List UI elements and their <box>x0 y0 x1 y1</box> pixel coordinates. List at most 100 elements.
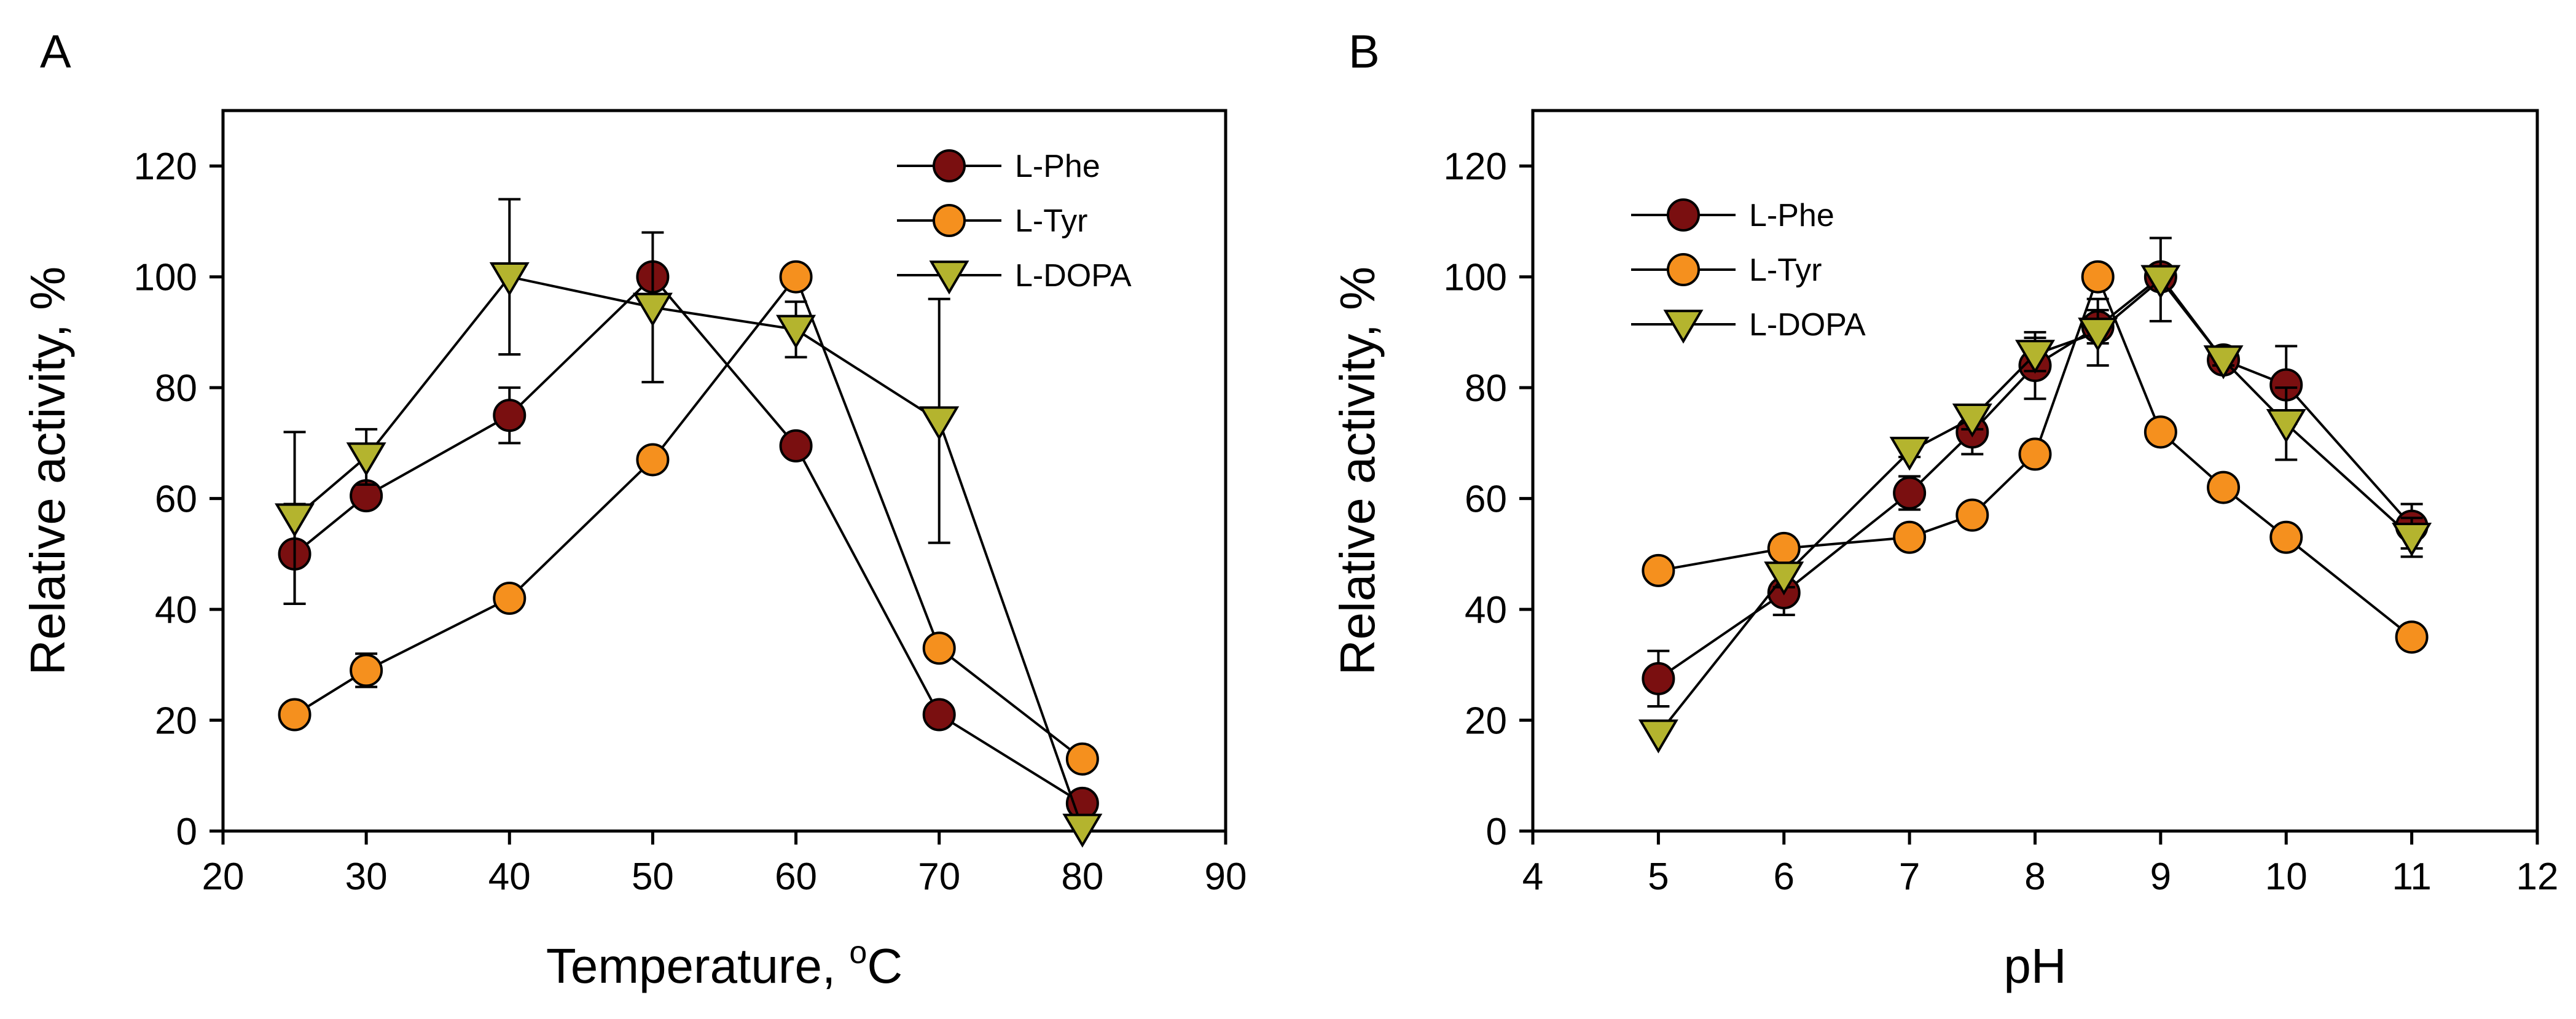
data-point <box>2203 345 2244 380</box>
legend-marker <box>1667 253 1700 286</box>
data-point <box>489 262 530 297</box>
legend-label: L-Phe <box>1749 198 1834 233</box>
panel-label: B <box>1349 26 1380 78</box>
data-point <box>779 260 813 294</box>
y-tick-label: 60 <box>1465 478 1507 521</box>
data-point <box>919 406 960 440</box>
legend-marker <box>1667 198 1700 232</box>
data-point <box>1893 520 1927 554</box>
y-tick-label: 20 <box>155 700 197 743</box>
data-point <box>776 314 816 349</box>
legend-marker <box>933 149 966 182</box>
data-point <box>1642 553 1675 587</box>
legend-marker <box>929 260 969 295</box>
x-tick-label: 6 <box>1774 856 1795 898</box>
y-tick-label: 20 <box>1465 700 1507 743</box>
x-tick-label: 4 <box>1522 856 1543 898</box>
data-point <box>1638 719 1678 754</box>
series-l-phe <box>278 260 1099 820</box>
series-line <box>1658 273 2413 638</box>
data-point <box>2269 520 2303 554</box>
x-tick-label: 70 <box>918 856 960 898</box>
series-l-dopa <box>275 198 1103 848</box>
series-l-tyr <box>278 260 1099 776</box>
y-axis-label: Relative activity, % <box>20 267 75 675</box>
x-tick-label: 11 <box>2392 856 2431 898</box>
y-tick-label: 60 <box>155 478 197 521</box>
data-point <box>2395 620 2429 654</box>
data-point <box>2015 340 2055 374</box>
x-axis-label: Temperature, oC <box>546 935 902 993</box>
y-tick-label: 0 <box>176 811 197 853</box>
y-tick-label: 80 <box>1465 367 1507 410</box>
x-axis-label-text: pH <box>2003 939 2066 993</box>
x-tick-label: 5 <box>1648 856 1669 898</box>
data-point <box>2266 409 2306 443</box>
x-axis-label: pH <box>2003 939 2066 993</box>
plot-frame <box>221 109 1227 833</box>
x-tick-label: 20 <box>202 856 245 898</box>
x-tick-label: 10 <box>2265 856 2308 898</box>
data-point <box>2392 523 2432 557</box>
data-point <box>1642 662 1675 695</box>
legend: L-Phe L-Tyr L-DOPA <box>1631 198 1866 344</box>
x-tick-label: 90 <box>1205 856 1247 898</box>
data-point <box>779 429 813 463</box>
data-point <box>2207 470 2241 504</box>
data-point <box>632 292 673 327</box>
legend-label: L-Tyr <box>1749 252 1822 288</box>
data-point <box>2140 265 2181 299</box>
legend-label: L-DOPA <box>1015 258 1132 294</box>
series-line <box>294 274 1084 760</box>
x-axis-label-superscript: o <box>849 935 867 970</box>
data-point <box>1893 476 1927 510</box>
x-tick-label: 60 <box>775 856 817 898</box>
series-l-tyr <box>1642 260 2429 654</box>
x-tick-label: 80 <box>1061 856 1103 898</box>
legend-marker <box>1663 310 1704 344</box>
data-point <box>1767 531 1801 565</box>
data-point <box>2078 318 2118 352</box>
legend-label: L-Phe <box>1015 149 1100 184</box>
data-point <box>636 443 670 477</box>
data-point <box>1764 561 1804 596</box>
panel-a: A20 30 40 50 60 70 80 90020406080100120Temperat… <box>20 26 1247 993</box>
series-l-dopa <box>1638 236 2432 754</box>
y-tick-label: 100 <box>134 257 197 299</box>
data-point <box>1062 813 1103 848</box>
data-point <box>922 698 956 732</box>
series-line <box>294 275 1084 829</box>
x-tick-label: 50 <box>632 856 674 898</box>
y-tick-label: 40 <box>155 589 197 631</box>
x-tick-label: 12 <box>2516 856 2559 898</box>
data-point <box>493 582 527 615</box>
data-point <box>1955 498 1989 532</box>
data-point <box>2018 437 2052 471</box>
x-axis-label-text: Temperature, <box>546 939 850 993</box>
panel-label: A <box>40 26 71 78</box>
data-point <box>346 442 386 477</box>
series-line <box>294 275 1083 805</box>
data-point <box>493 399 527 432</box>
data-point <box>350 654 383 687</box>
legend-marker <box>933 204 966 237</box>
y-tick-label: 100 <box>1444 257 1507 299</box>
data-point <box>922 631 956 665</box>
data-point <box>278 698 311 732</box>
y-tick-label: 40 <box>1465 589 1507 631</box>
y-axis-label: Relative activity, % <box>1330 267 1385 675</box>
y-tick-label: 120 <box>1444 146 1507 188</box>
y-tick-label: 80 <box>155 367 197 410</box>
series-line <box>1657 278 2413 735</box>
legend-label: L-DOPA <box>1749 307 1866 343</box>
data-point <box>2081 260 2115 294</box>
x-tick-label: 40 <box>488 856 531 898</box>
x-tick-label: 7 <box>1899 856 1920 898</box>
data-point <box>1889 437 1930 471</box>
y-tick-label: 0 <box>1486 811 1507 853</box>
x-tick-label: 30 <box>345 856 388 898</box>
legend: L-Phe L-Tyr L-DOPA <box>897 149 1132 295</box>
x-tick-label: 8 <box>2024 856 2045 898</box>
